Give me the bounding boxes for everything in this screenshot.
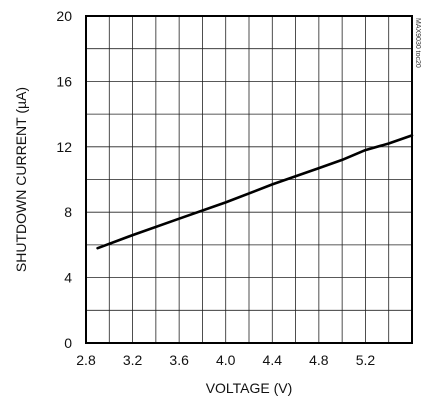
y-axis-title: SHUTDOWN CURRENT (µA) <box>13 87 29 272</box>
y-tick-label: 0 <box>64 335 72 351</box>
gridlines <box>86 16 412 343</box>
x-axis-title: VOLTAGE (V) <box>206 380 293 396</box>
series-layer <box>96 134 414 250</box>
x-tick-label: 4.4 <box>263 352 283 368</box>
y-tick-label: 4 <box>64 270 72 286</box>
y-tick-labels: 0 4 8 12 16 20 <box>56 8 72 351</box>
x-tick-label: 3.6 <box>169 352 189 368</box>
y-tick-label: 16 <box>56 73 72 89</box>
x-tick-label: 4.0 <box>216 352 236 368</box>
figure-code: MAX9030 toc20 <box>414 18 421 68</box>
x-tick-label: 3.2 <box>123 352 143 368</box>
x-tick-label: 5.2 <box>356 352 376 368</box>
y-tick-label: 8 <box>64 204 72 220</box>
series-line <box>96 134 414 250</box>
x-tick-label: 4.8 <box>309 352 329 368</box>
y-tick-label: 12 <box>56 139 72 155</box>
plot-frame <box>85 15 413 344</box>
x-tick-label: 2.8 <box>76 352 96 368</box>
x-tick-labels: 2.8 3.2 3.6 4.0 4.4 4.8 5.2 <box>76 352 375 368</box>
y-tick-label: 20 <box>56 8 72 24</box>
